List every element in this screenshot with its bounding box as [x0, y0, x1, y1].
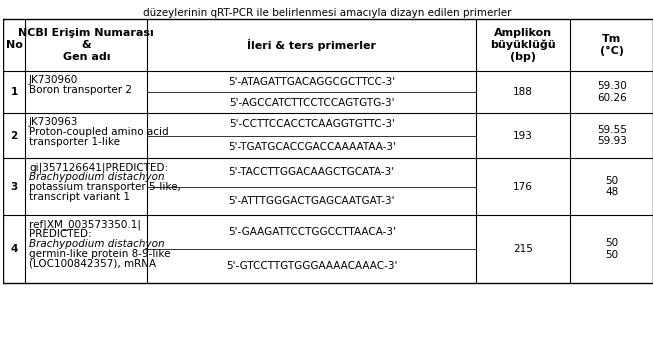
Text: 2: 2 [10, 130, 18, 140]
Text: 5'-TGATGCACCGACCAAAATAA-3': 5'-TGATGCACCGACCAAAATAA-3' [228, 142, 396, 152]
Text: düzeylerinin qRT-PCR ile belirlenmesi amacıyla dizayn edilen primerler: düzeylerinin qRT-PCR ile belirlenmesi am… [144, 8, 512, 18]
Text: İleri & ters primerler: İleri & ters primerler [247, 39, 376, 51]
Text: PREDICTED:: PREDICTED: [29, 229, 91, 239]
Text: 50
48: 50 48 [605, 176, 618, 197]
Text: 5'-AGCCATCTTCCTCCAGTGTG-3': 5'-AGCCATCTTCCTCCAGTGTG-3' [229, 97, 394, 108]
Text: 59.30
60.26: 59.30 60.26 [597, 81, 627, 103]
Text: 4: 4 [10, 244, 18, 254]
Text: 193: 193 [513, 130, 533, 140]
Text: 5'-CCTTCCACCTCAAGGTGTTC-3': 5'-CCTTCCACCTCAAGGTGTTC-3' [229, 119, 394, 129]
Text: (LOC100842357), mRNA: (LOC100842357), mRNA [29, 259, 156, 269]
Text: transporter 1-like: transporter 1-like [29, 137, 120, 147]
Text: 50
50: 50 50 [605, 238, 618, 260]
Text: JK730963: JK730963 [29, 117, 78, 127]
Text: 5'-ATAGATTGACAGGCGCTTCC-3': 5'-ATAGATTGACAGGCGCTTCC-3' [228, 76, 395, 86]
Text: JK730960: JK730960 [29, 75, 78, 85]
Text: Brachypodium distachyon: Brachypodium distachyon [29, 239, 165, 249]
Text: NCBI Erişim Numarası
&
Gen adı: NCBI Erişim Numarası & Gen adı [18, 29, 154, 62]
Text: 5'-GTCCTTGTGGGAAAACAAAC-3': 5'-GTCCTTGTGGGAAAACAAAC-3' [226, 261, 397, 271]
Text: 215: 215 [513, 244, 533, 254]
Text: 188: 188 [513, 87, 533, 97]
Text: 5'-TACCTTGGACAAGCTGCATA-3': 5'-TACCTTGGACAAGCTGCATA-3' [229, 167, 394, 177]
Text: germin-like protein 8-9-like: germin-like protein 8-9-like [29, 249, 170, 259]
Text: 1: 1 [10, 87, 18, 97]
Text: transcript variant 1: transcript variant 1 [29, 192, 130, 202]
Text: 5'-ATTTGGGACTGAGCAATGAT-3': 5'-ATTTGGGACTGAGCAATGAT-3' [229, 196, 395, 206]
Text: Tm
(°C): Tm (°C) [599, 34, 624, 56]
Text: No: No [6, 40, 23, 50]
Text: 5'-GAAGATTCCTGGCCTTAACA-3': 5'-GAAGATTCCTGGCCTTAACA-3' [228, 227, 396, 237]
Text: Proton-coupled amino acid: Proton-coupled amino acid [29, 127, 168, 137]
Text: Brachypodium distachyon: Brachypodium distachyon [29, 172, 165, 182]
Text: ref|XM_003573350.1|: ref|XM_003573350.1| [29, 219, 141, 230]
Text: potassium transporter 5-like,: potassium transporter 5-like, [29, 182, 181, 192]
Text: 176: 176 [513, 182, 533, 192]
Text: 3: 3 [10, 182, 18, 192]
Text: Boron transporter 2: Boron transporter 2 [29, 85, 132, 95]
Text: gi|357126641|PREDICTED:: gi|357126641|PREDICTED: [29, 162, 168, 172]
Text: Amplikon
büyüklüğü
(bp): Amplikon büyüklüğü (bp) [490, 28, 556, 62]
Text: 59.55
59.93: 59.55 59.93 [597, 125, 627, 146]
